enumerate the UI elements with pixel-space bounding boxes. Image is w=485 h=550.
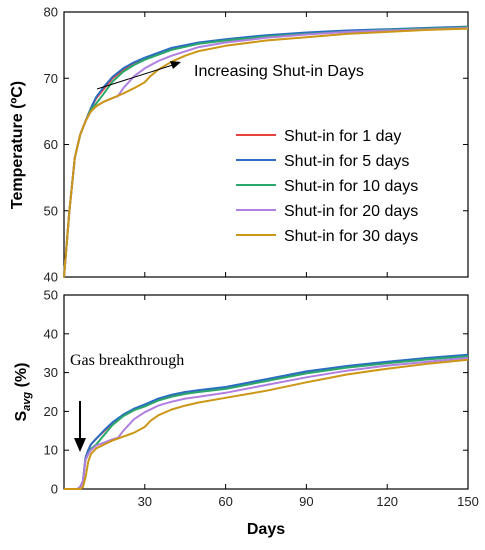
legend: Shut-in for 1 day Shut-in for 5 days Shut-… [236, 128, 418, 245]
temperature-y-tick-label: 70 [44, 71, 58, 86]
temperature-plot-frame [63, 11, 469, 278]
saturation-y-tick-label: 20 [44, 404, 58, 419]
legend-label-shut-in-for-1-day: Shut-in for 1 day [284, 128, 401, 145]
increasing-shut-in-days-annotation: Increasing Shut-in Days [194, 63, 364, 80]
legend-label-shut-in-for-10-days: Shut-in for 10 days [284, 178, 418, 195]
temperature-y-tick-label: 80 [44, 5, 58, 20]
saturation-x-tick-label: 90 [299, 494, 313, 509]
saturation-y-tick-label: 50 [44, 288, 58, 303]
temperature-panel: 40 50 60 70 80 Temperature (ºC) Increasing S… [9, 5, 469, 285]
saturation-ticks: 30 60 90 120 150 0 10 20 30 40 50 [44, 288, 479, 510]
legend-label-shut-in-for-20-days: Shut-in for 20 days [284, 203, 418, 220]
temperature-ticks: 40 50 60 70 80 [44, 5, 469, 285]
legend-label-shut-in-for-30-days: Shut-in for 30 days [284, 228, 418, 245]
gas-breakthrough-annotation: Gas breakthrough [70, 352, 184, 369]
saturation-series-shut-in-for-30-days [64, 358, 469, 490]
temperature-y-tick-label: 60 [44, 137, 58, 152]
saturation-y-tick-label: 30 [44, 365, 58, 380]
saturation-series-shut-in-for-20-days [64, 356, 469, 490]
saturation-y-tick-label: 10 [44, 443, 58, 458]
saturation-y-axis-symbol: S [13, 410, 30, 421]
saturation-y-axis-unit: (%) [13, 363, 30, 392]
temperature-y-axis-title: Temperature (ºC) [9, 81, 26, 209]
temperature-series [63, 25, 469, 278]
legend-label-shut-in-for-5-days: Shut-in for 5 days [284, 153, 409, 170]
saturation-y-axis-title: Savg (%) [13, 363, 33, 422]
saturation-y-axis-subscript: avg [21, 392, 33, 411]
saturation-x-tick-label: 60 [218, 494, 232, 509]
increasing-days-arrow-line [96, 63, 177, 90]
saturation-x-tick-label: 30 [138, 494, 152, 509]
saturation-y-tick-label: 40 [44, 326, 58, 341]
temperature-series-shut-in-for-30-days [63, 27, 469, 278]
increasing-days-arrow-head [170, 61, 181, 69]
temperature-y-tick-label: 40 [44, 270, 58, 285]
saturation-y-tick-label: 0 [51, 482, 58, 497]
temperature-y-tick-label: 50 [44, 203, 58, 218]
saturation-series [64, 353, 469, 490]
saturation-x-tick-label: 150 [457, 494, 479, 509]
saturation-x-tick-label: 120 [376, 494, 398, 509]
gas-breakthrough-arrow-head [74, 438, 86, 452]
saturation-plot-frame [63, 294, 469, 490]
saturation-panel: 30 60 90 120 150 0 10 20 30 40 50 Savg (%) Gas bre… [13, 288, 479, 539]
x-axis-title: Days [247, 521, 285, 538]
